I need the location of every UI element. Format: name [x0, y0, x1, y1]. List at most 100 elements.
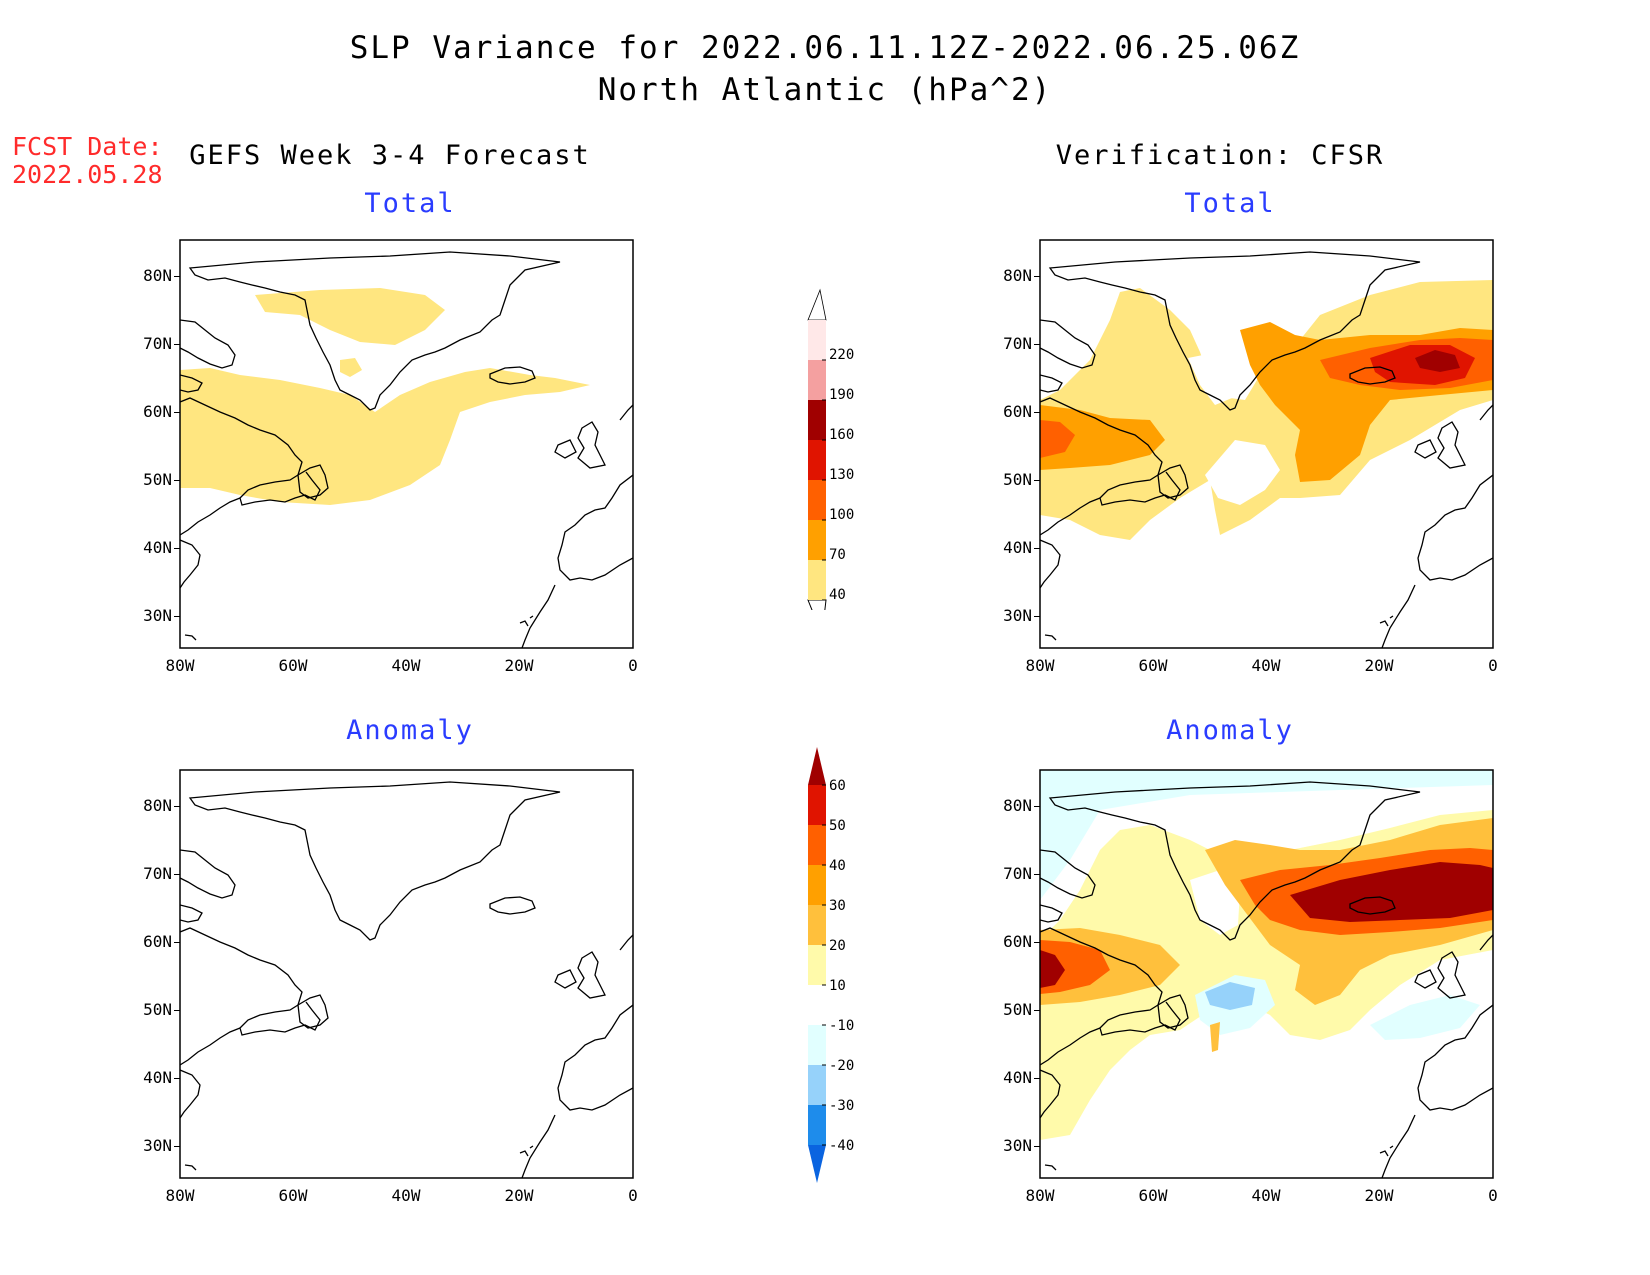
verification-anomaly-lat-tick: 60N: [1003, 932, 1032, 951]
verification-anomaly-lat-tickmark: [1034, 942, 1040, 943]
forecast-anomaly-lat-tick: 60N: [143, 932, 172, 951]
forecast-anomaly-map: [179, 769, 634, 1179]
anomaly-colorbar-label: 60: [829, 778, 846, 794]
total-colorbar-box: [808, 480, 826, 520]
forecast-total-lat-tickmark: [174, 412, 180, 413]
forecast-anomaly-lat-tick: 50N: [143, 1000, 172, 1019]
verification-anomaly-lon-tick: 60W: [1138, 1186, 1168, 1205]
anomaly-colorbar-box: [808, 905, 826, 945]
forecast-anomaly-lon-tick: 60W: [278, 1186, 308, 1205]
forecast-total-lat-tick: 40N: [143, 538, 172, 557]
verification-anomaly-lat-tickmark: [1034, 1010, 1040, 1011]
total-colorbar-label: 40: [829, 587, 846, 603]
verification-total-lon-tick: 80W: [1025, 656, 1055, 675]
forecast-anomaly-lat-tickmark: [174, 806, 180, 807]
anomaly-colorbar-box: [808, 1025, 826, 1065]
forecast-total-lon-tick: 20W: [504, 656, 534, 675]
forecast-total-lat-tickmark: [174, 344, 180, 345]
total-colorbar-low-triangle: [807, 599, 827, 610]
verification-anomaly-lat-tickmark: [1034, 1078, 1040, 1079]
forecast-total-lat-tick: 30N: [143, 606, 172, 625]
forecast-anomaly-lon-tick: 0: [628, 1186, 638, 1205]
forecast-total-lat-tick: 70N: [143, 334, 172, 353]
total-colorbar: 40 70 100 130 160 190 220: [807, 288, 854, 610]
forecast-anomaly-lat-tick: 30N: [143, 1136, 172, 1155]
forecast-total-lon-tick: 80W: [165, 656, 195, 675]
forecast-anomaly-lon-tick: 20W: [504, 1186, 534, 1205]
verification-total-lat-tick: 70N: [1003, 334, 1032, 353]
forecast-total-lat-tick: 50N: [143, 470, 172, 489]
anomaly-colorbar-label: -10: [829, 1018, 854, 1034]
forecast-total-lat-tickmark: [174, 276, 180, 277]
verification-column-title: Verification: CFSR: [1055, 140, 1385, 171]
forecast-total-lat-tickmark: [174, 480, 180, 481]
anomaly-colorbar-label: -30: [829, 1098, 854, 1114]
total-colorbar-box: [808, 360, 826, 400]
verification-total-lat-tick: 80N: [1003, 266, 1032, 285]
verification-anomaly-lon-tick: 80W: [1025, 1186, 1055, 1205]
verification-anomaly-lon-tick: 0: [1488, 1186, 1498, 1205]
map-frame: [1039, 769, 1494, 1179]
verification-anomaly-lon-tick: 20W: [1364, 1186, 1394, 1205]
forecast-total-lon-tick: 40W: [391, 656, 421, 675]
verification-anomaly-lat-tick: 40N: [1003, 1068, 1032, 1087]
fcst-date-value: 2022.05.28: [12, 160, 163, 189]
verification-total-lat-tickmark: [1034, 344, 1040, 345]
total-colorbar-label: 190: [829, 387, 854, 403]
forecast-total-lat-tick: 60N: [143, 402, 172, 421]
total-colorbar-label: 130: [829, 467, 854, 483]
forecast-anomaly-lat-tickmark: [174, 874, 180, 875]
anomaly-colorbar-label: -40: [829, 1138, 854, 1154]
forecast-anomaly-lon-tick: 40W: [391, 1186, 421, 1205]
verification-total-lat-tick: 30N: [1003, 606, 1032, 625]
anomaly-colorbar-low-triangle: [808, 1145, 826, 1183]
forecast-anomaly-lat-tickmark: [174, 1078, 180, 1079]
forecast-total-lat-tickmark: [174, 616, 180, 617]
main-subtitle: North Atlantic (hPa^2): [597, 72, 1053, 108]
verification-total-lat-tickmark: [1034, 548, 1040, 549]
forecast-total-lat-tick: 80N: [143, 266, 172, 285]
verification-anomaly-label: Anomaly: [1166, 715, 1294, 746]
forecast-anomaly-lat-tickmark: [174, 942, 180, 943]
verification-total-lat-tickmark: [1034, 276, 1040, 277]
total-colorbar-label: 160: [829, 427, 854, 443]
forecast-total-map: [179, 239, 634, 649]
anomaly-colorbar-box: [808, 865, 826, 905]
total-colorbar-box: [808, 520, 826, 560]
anomaly-colorbar-label: -20: [829, 1058, 854, 1074]
anomaly-colorbar-box: [808, 1105, 826, 1145]
forecast-total-lon-tick: 60W: [278, 656, 308, 675]
verification-total-lat-tick: 40N: [1003, 538, 1032, 557]
anomaly-colorbar-label: 20: [829, 938, 846, 954]
verification-anomaly-lat-tick: 30N: [1003, 1136, 1032, 1155]
forecast-anomaly-lat-tick: 70N: [143, 864, 172, 883]
verification-total-lat-tick: 60N: [1003, 402, 1032, 421]
total-colorbar-box: [808, 440, 826, 480]
anomaly-colorbar-label: 40: [829, 858, 846, 874]
verification-total-lon-tick: 0: [1488, 656, 1498, 675]
verification-anomaly-lon-tick: 40W: [1251, 1186, 1281, 1205]
verification-total-shading: [1040, 280, 1493, 540]
forecast-anomaly-lon-tick: 80W: [165, 1186, 195, 1205]
total-colorbar-box: [808, 400, 826, 440]
forecast-total-lon-tick: 0: [628, 656, 638, 675]
verification-anomaly-lat-tickmark: [1034, 874, 1040, 875]
verification-anomaly-lat-tickmark: [1034, 1146, 1040, 1147]
verification-anomaly-lat-tickmark: [1034, 806, 1040, 807]
forecast-total-label: Total: [364, 188, 456, 219]
map-frame: [179, 239, 634, 649]
anomaly-colorbar-label: 30: [829, 898, 846, 914]
verification-total-lon-tick: 20W: [1364, 656, 1394, 675]
fcst-date-label: FCST Date:: [12, 132, 163, 161]
forecast-anomaly-lat-tickmark: [174, 1010, 180, 1011]
forecast-anomaly-lat-tick: 40N: [143, 1068, 172, 1087]
forecast-anomaly-lat-tick: 80N: [143, 796, 172, 815]
map-frame: [179, 769, 634, 1179]
verification-anomaly-lat-tick: 50N: [1003, 1000, 1032, 1019]
anomaly-colorbar-high-triangle: [808, 747, 826, 785]
anomaly-colorbar: 60 50 40 30 20 10 -10 -20 -30 -40: [808, 747, 854, 1183]
anomaly-colorbar-box: [808, 1065, 826, 1105]
verification-total-lat-tickmark: [1034, 616, 1040, 617]
total-colorbar-high-triangle: [807, 288, 827, 321]
verification-anomaly-map: [1039, 769, 1494, 1179]
